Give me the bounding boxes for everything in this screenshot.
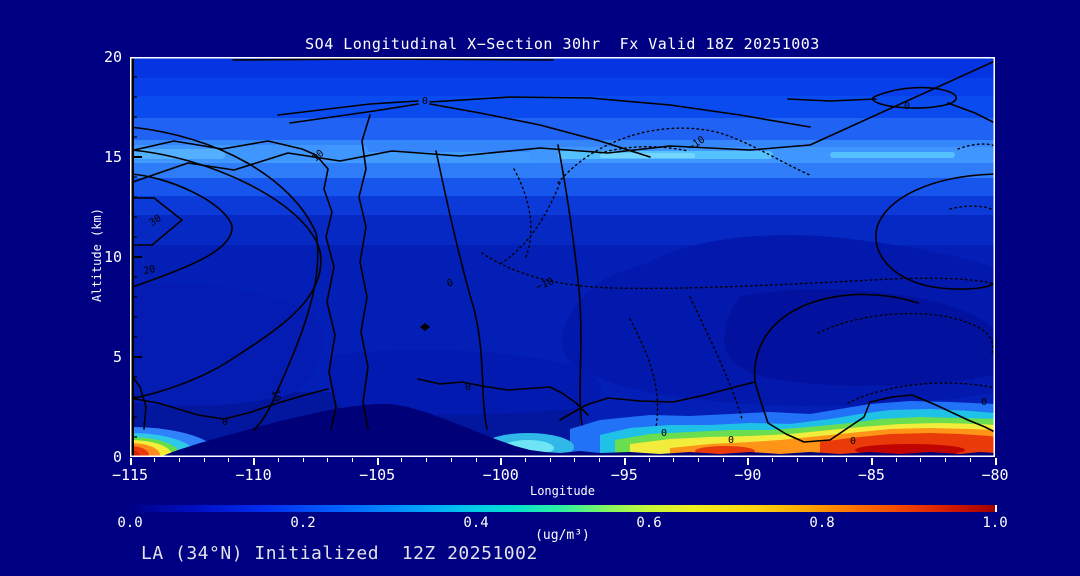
contour-minimum-marker [420, 323, 430, 331]
contour-label: 0 [661, 428, 667, 439]
contour-label: 0 [981, 397, 987, 408]
x-tick [475, 458, 477, 462]
y-tick-label: 0 [112, 448, 122, 466]
x-tick [722, 458, 724, 462]
x-tick [772, 458, 774, 462]
terrain-silhouette [160, 404, 995, 457]
x-tick [969, 458, 971, 462]
contour-label: 0 [850, 436, 856, 447]
chart-title: SO4 Longitudinal X−Section 30hr Fx Valid… [305, 35, 820, 53]
x-tick [129, 458, 132, 465]
contour-lines-dotted [481, 127, 995, 428]
x-tick-label: −105 [359, 466, 396, 484]
x-tick [450, 458, 452, 462]
x-tick-label: −80 [981, 466, 1009, 484]
y-tick-label: 15 [103, 148, 122, 166]
colorbar-tick-label: 0.4 [463, 515, 489, 531]
x-tick [846, 458, 848, 462]
x-tick [599, 458, 601, 462]
colorbar [130, 505, 997, 512]
x-tick-label: −95 [610, 466, 638, 484]
x-tick [401, 458, 403, 462]
x-tick [945, 458, 947, 462]
x-tick [302, 458, 304, 462]
x-tick [673, 458, 675, 462]
x-tick [697, 458, 699, 462]
colorbar-tick-label: 0.0 [117, 515, 143, 531]
x-tick [228, 458, 230, 462]
x-tick [870, 458, 873, 465]
y-tick-label: 20 [103, 48, 122, 66]
x-tick-label: −85 [857, 466, 885, 484]
x-tick [351, 458, 353, 462]
contour-label: 0 [904, 101, 910, 112]
x-tick [203, 458, 205, 462]
x-tick [549, 458, 551, 462]
x-tick [821, 458, 823, 462]
contour-label: 10 [269, 389, 282, 403]
x-tick [327, 458, 329, 462]
y-tick-label: 10 [103, 248, 122, 266]
x-tick-label: −100 [482, 466, 519, 484]
surface-so4-plume-east [482, 401, 995, 457]
x-tick [920, 458, 922, 462]
x-axis-title: Longitude [529, 484, 596, 498]
contour-plot: 30 20 10 0 0 0 10 0 0 0 0 0 0 −10 −10 [130, 57, 995, 457]
x-tick [747, 458, 750, 465]
x-tick [500, 458, 503, 465]
contour-label: 0 [446, 277, 455, 289]
x-tick-label: −110 [235, 466, 272, 484]
x-tick [623, 458, 626, 465]
y-tick-label: 5 [112, 348, 122, 366]
x-tick [178, 458, 180, 462]
contour-label: 0 [222, 417, 228, 428]
x-tick [426, 458, 428, 462]
x-tick [277, 458, 279, 462]
x-tick [895, 458, 897, 462]
x-tick [648, 458, 650, 462]
colorbar-tick-label: 0.2 [290, 515, 316, 531]
filled-contours [130, 57, 995, 457]
colorbar-tick-label: 0.6 [636, 515, 662, 531]
init-time-label: LA (34°N) Initialized 12Z 20251002 [141, 543, 538, 564]
x-tick [994, 458, 997, 465]
x-tick-label: −115 [111, 466, 149, 484]
colorbar-units-label: (ug/m³) [535, 528, 590, 543]
x-tick [796, 458, 798, 462]
x-tick [376, 458, 379, 465]
colorbar-tick-label: 0.8 [809, 515, 835, 531]
contour-label: 0 [422, 96, 428, 107]
x-tick [574, 458, 576, 462]
x-tick-label: −90 [734, 466, 762, 484]
contour-lines-solid [130, 58, 995, 443]
contour-label: 0 [728, 435, 734, 446]
contour-label: 20 [142, 264, 156, 277]
colorbar-tick-label: 1.0 [982, 515, 1008, 531]
plot-frame [130, 57, 995, 457]
x-tick [154, 458, 156, 462]
contour-label: 0 [465, 382, 471, 393]
x-tick [253, 458, 256, 465]
x-tick [524, 458, 526, 462]
